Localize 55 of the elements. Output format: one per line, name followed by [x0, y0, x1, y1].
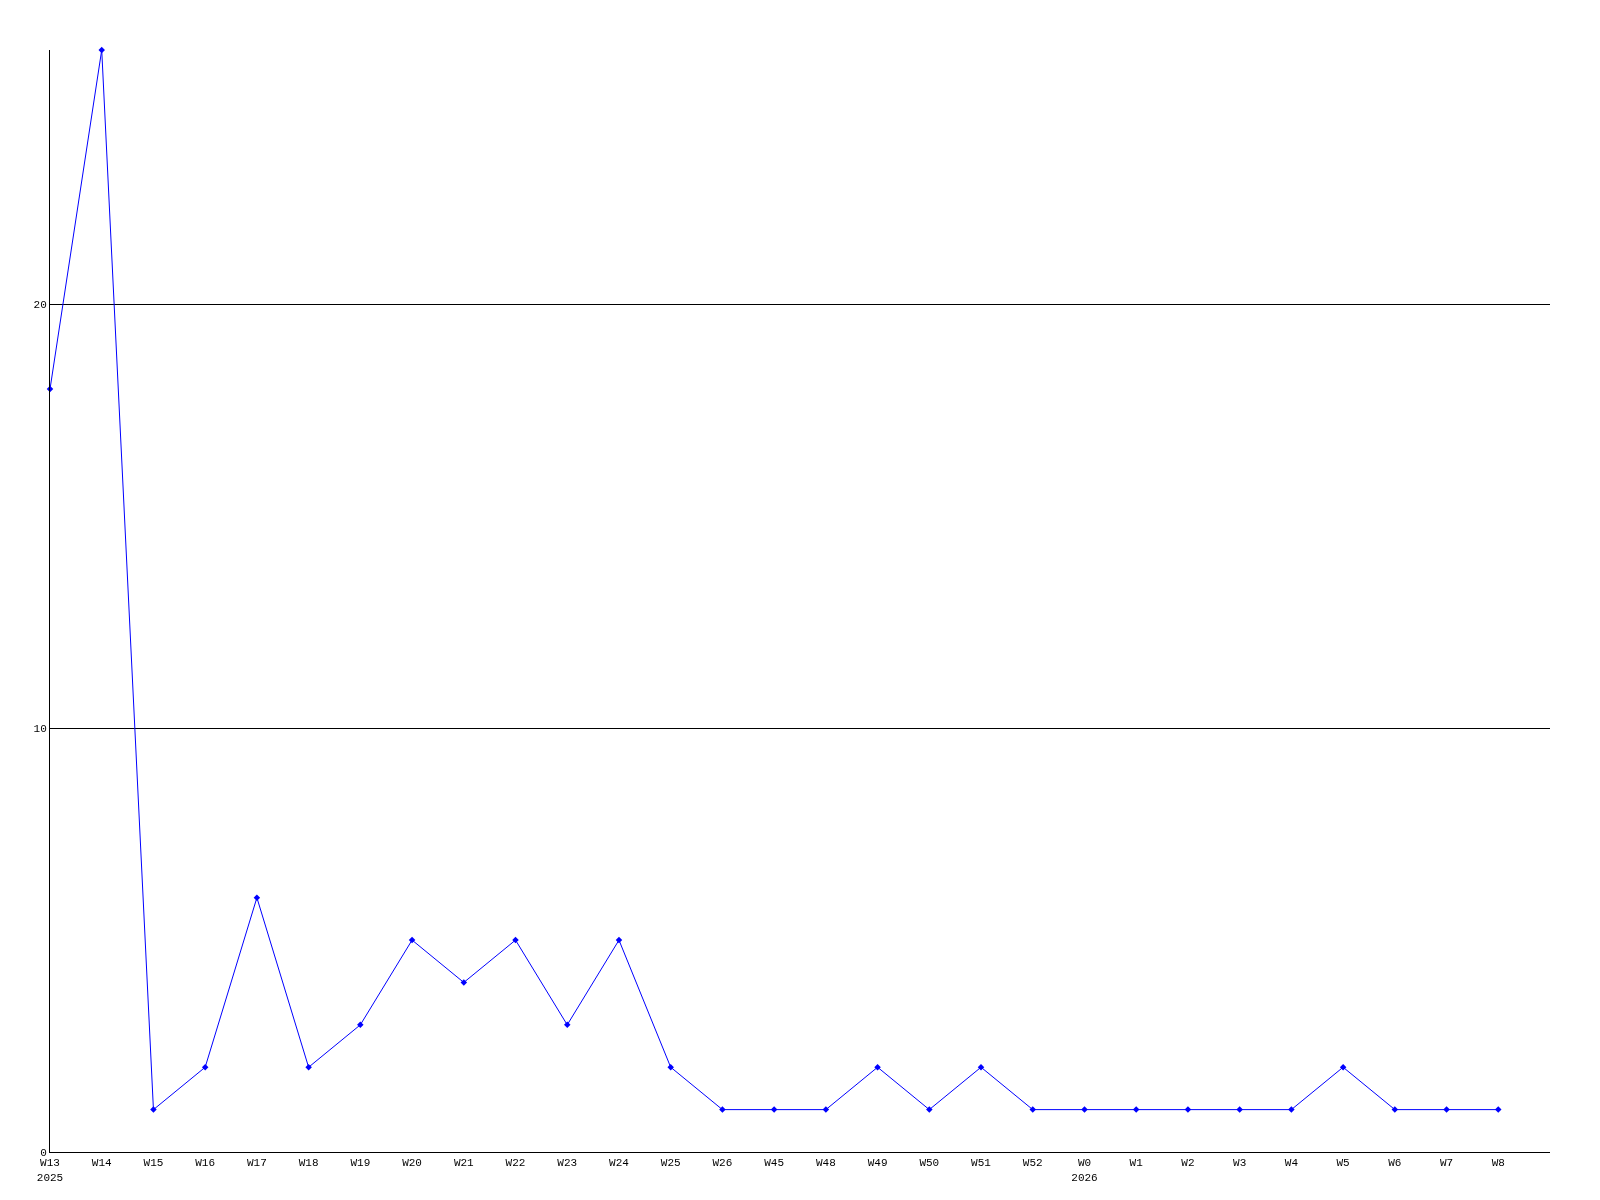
point [874, 1063, 881, 1071]
x-tick-label: W22 [505, 1157, 526, 1170]
point [926, 1106, 933, 1113]
x-tick-label: W1 [1129, 1157, 1144, 1170]
point [977, 1063, 985, 1071]
x-tick-label: W51 [971, 1157, 992, 1170]
x-tick-label: W14 [91, 1157, 113, 1170]
x-tick-label: W17 [246, 1157, 267, 1170]
point [1236, 1106, 1243, 1113]
x-tick-label: W8 [1491, 1157, 1505, 1170]
y-tick-label: 10 [33, 723, 47, 735]
point [1081, 1106, 1088, 1113]
x-tick-label: W23 [557, 1157, 578, 1170]
point [253, 894, 261, 901]
point [1132, 1106, 1140, 1113]
x-tick-label: W6 [1388, 1157, 1402, 1170]
point [1288, 1106, 1295, 1113]
x-tick-label: W49 [867, 1157, 888, 1170]
x-tick-label: W16 [195, 1157, 216, 1170]
point [719, 1106, 726, 1113]
point [1443, 1106, 1450, 1113]
x-tick-label: W5 [1336, 1157, 1350, 1170]
point [408, 936, 416, 944]
x-tick-label: W25 [660, 1157, 681, 1170]
point [305, 1063, 312, 1071]
x-tick-label: W19 [350, 1157, 371, 1170]
x-tick-label: W18 [298, 1157, 319, 1170]
x-tick-label: W21 [453, 1157, 475, 1170]
x-tick-label: W7 [1439, 1157, 1454, 1170]
y-tick-label: 20 [33, 299, 47, 312]
point [201, 1063, 209, 1071]
x-tick-label: W13 2025 [36, 1157, 64, 1184]
x-tick-label: W50 [919, 1157, 940, 1170]
point [563, 1021, 571, 1029]
x-tick-label: W20 [402, 1157, 422, 1170]
x-tick-label: W48 [815, 1157, 836, 1170]
x-tick-label: W2 [1181, 1157, 1195, 1170]
x-tick-label: W26 [712, 1157, 733, 1170]
point [460, 979, 468, 986]
x-tick-label: W15 [143, 1157, 164, 1170]
point [667, 1063, 674, 1071]
point [357, 1021, 364, 1029]
x-tick-label: W52 [1022, 1157, 1043, 1170]
x-tick-label: W0 2026 [1071, 1157, 1098, 1184]
point [1339, 1063, 1347, 1071]
x-tick-label: W45 [764, 1157, 785, 1170]
y-tick-label: 0 [40, 1146, 47, 1159]
x-tick-label: W3 [1233, 1157, 1247, 1170]
point [1391, 1106, 1399, 1113]
point [150, 1106, 157, 1113]
x-tick-label: W4 [1284, 1157, 1299, 1170]
point [615, 936, 623, 944]
point [1495, 1106, 1502, 1113]
point [1029, 1106, 1037, 1113]
x-tick-label: W24 [609, 1157, 630, 1170]
